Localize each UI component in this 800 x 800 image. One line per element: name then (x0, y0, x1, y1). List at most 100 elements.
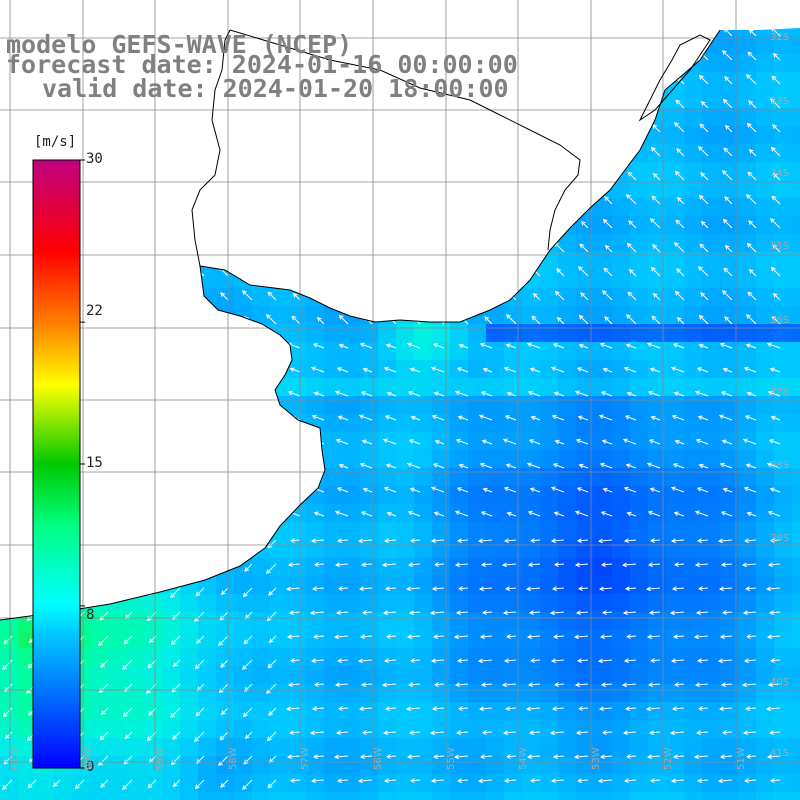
wind-arrow (0, 511, 13, 517)
field-cell (288, 792, 307, 800)
field-cell (756, 558, 775, 577)
wind-arrow (264, 415, 277, 421)
wind-arrow (746, 74, 757, 85)
field-cell (360, 234, 379, 253)
field-cell (450, 324, 469, 343)
field-cell (306, 198, 325, 217)
field-cell (198, 522, 217, 541)
wind-arrow (555, 99, 565, 109)
field-cell (666, 396, 685, 415)
field-cell (594, 324, 613, 343)
field-cell (756, 702, 775, 721)
wind-arrow (504, 415, 517, 421)
wind-arrow (649, 538, 661, 543)
wind-arrow (647, 682, 661, 688)
wind-arrow (506, 242, 517, 253)
field-cell (648, 126, 667, 145)
wind-arrow (696, 778, 709, 783)
field-cell (702, 666, 721, 685)
wind-arrow (719, 342, 733, 349)
field-cell (630, 234, 649, 253)
field-cell (684, 108, 703, 127)
field-cell (486, 378, 505, 397)
lat-label: 33S (770, 96, 790, 107)
field-cell (378, 558, 397, 577)
wind-arrow (195, 3, 204, 12)
wind-arrow (96, 367, 109, 373)
field-cell (756, 216, 775, 235)
field-cell (684, 684, 703, 703)
wind-arrow (4, 244, 13, 253)
field-cell (450, 504, 469, 523)
field-cell (144, 468, 163, 487)
field-cell (396, 612, 415, 631)
field-cell (0, 666, 19, 685)
field-cell (630, 28, 649, 37)
wind-arrow (575, 610, 589, 616)
field-cell (522, 756, 541, 775)
wind-arrow (646, 754, 661, 760)
field-cell (108, 324, 127, 343)
field-cell (108, 720, 127, 739)
wind-arrow (383, 778, 397, 784)
wind-arrow (458, 266, 469, 277)
field-cell (666, 738, 685, 757)
field-cell (756, 306, 775, 325)
field-cell (774, 162, 793, 181)
wind-arrow (627, 291, 637, 301)
wind-arrow (573, 634, 589, 640)
field-cell (558, 522, 577, 541)
field-cell (576, 684, 595, 703)
field-cell (252, 126, 271, 145)
field-cell (36, 774, 55, 793)
wind-arrow (406, 754, 421, 760)
field-cell (666, 0, 685, 19)
field-cell (180, 738, 199, 757)
wind-arrow (554, 50, 565, 61)
wind-arrow (647, 510, 661, 517)
field-cell (180, 792, 199, 800)
field-cell (342, 558, 361, 577)
field-cell (306, 270, 325, 289)
wind-arrow (624, 415, 637, 421)
wind-arrow (554, 122, 565, 133)
field-cell (720, 36, 739, 55)
field-cell (738, 468, 757, 487)
wind-arrow (338, 314, 349, 325)
field-cell (540, 108, 559, 127)
wind-arrow (650, 28, 661, 37)
field-cell (162, 162, 181, 181)
wind-arrow (238, 414, 253, 421)
field-cell (522, 270, 541, 289)
wind-arrow (122, 587, 133, 598)
field-cell (126, 612, 145, 631)
wind-arrow (265, 463, 277, 469)
field-cell (540, 342, 559, 361)
field-cell (522, 234, 541, 253)
field-cell (558, 540, 577, 559)
field-cell (486, 774, 505, 793)
field-cell (648, 54, 667, 73)
field-cell (324, 288, 343, 307)
field-cell (468, 774, 487, 793)
field-cell (504, 432, 523, 451)
field-cell (414, 234, 433, 253)
field-cell (792, 558, 800, 577)
field-cell (666, 360, 685, 379)
wind-arrow (675, 219, 685, 229)
field-cell (504, 198, 523, 217)
wind-arrow (479, 462, 493, 469)
field-cell (126, 594, 145, 613)
wind-arrow (675, 3, 684, 12)
field-cell (486, 324, 505, 343)
field-cell (72, 774, 91, 793)
field-cell (162, 0, 181, 19)
field-cell (144, 198, 163, 217)
wind-arrow (576, 487, 589, 493)
field-cell (702, 738, 721, 757)
field-cell (594, 162, 613, 181)
lagoa-dos-patos (638, 34, 711, 122)
wind-arrow (190, 486, 205, 493)
wind-arrow (482, 170, 493, 181)
